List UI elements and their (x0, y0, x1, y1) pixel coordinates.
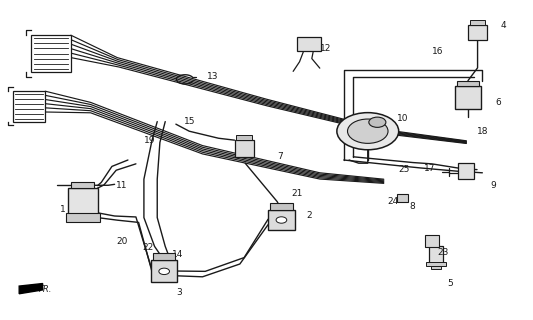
Text: 17: 17 (424, 164, 435, 172)
Text: 3: 3 (176, 288, 182, 297)
Bar (425, 235, 439, 247)
Bar (470, 20, 485, 25)
Text: 14: 14 (172, 250, 183, 259)
Text: 15: 15 (184, 117, 196, 126)
Bar (270, 203, 293, 210)
Text: 7: 7 (277, 152, 283, 161)
Bar (153, 253, 175, 260)
Circle shape (337, 113, 399, 150)
Bar (268, 210, 295, 230)
Text: 10: 10 (397, 114, 409, 123)
Bar (426, 262, 446, 266)
Bar (68, 188, 98, 214)
Text: 16: 16 (432, 47, 443, 56)
Bar (13, 91, 45, 122)
Bar (457, 81, 479, 86)
Bar (235, 140, 254, 157)
Text: 5: 5 (448, 279, 454, 288)
Text: 6: 6 (496, 98, 502, 107)
Text: 9: 9 (490, 181, 496, 190)
Text: 22: 22 (143, 244, 154, 252)
Bar (71, 182, 94, 188)
Text: 18: 18 (477, 127, 489, 136)
Text: 13: 13 (207, 72, 219, 81)
Text: 23: 23 (437, 248, 448, 257)
Text: 1: 1 (60, 205, 66, 214)
Bar (468, 25, 487, 40)
Text: 20: 20 (116, 237, 127, 246)
Text: 21: 21 (291, 189, 302, 198)
Text: 12: 12 (320, 44, 331, 52)
Text: 2: 2 (306, 212, 312, 220)
Circle shape (369, 117, 386, 127)
Text: 19: 19 (144, 136, 156, 145)
Bar (431, 266, 441, 269)
Bar (31, 35, 71, 72)
Text: 8: 8 (409, 202, 415, 211)
Circle shape (159, 268, 169, 275)
Bar (66, 213, 100, 222)
Bar (455, 86, 481, 109)
Circle shape (276, 217, 287, 223)
Bar (236, 135, 252, 140)
Circle shape (348, 119, 388, 143)
Bar (151, 260, 177, 282)
Bar (297, 37, 321, 51)
Text: FR.: FR. (39, 285, 52, 294)
Bar (458, 163, 474, 179)
Bar (397, 194, 408, 202)
Text: 25: 25 (399, 165, 410, 174)
Bar (429, 246, 443, 264)
Polygon shape (19, 284, 43, 294)
Text: 11: 11 (116, 181, 128, 190)
Text: 24: 24 (387, 197, 398, 206)
Text: 4: 4 (501, 21, 507, 30)
